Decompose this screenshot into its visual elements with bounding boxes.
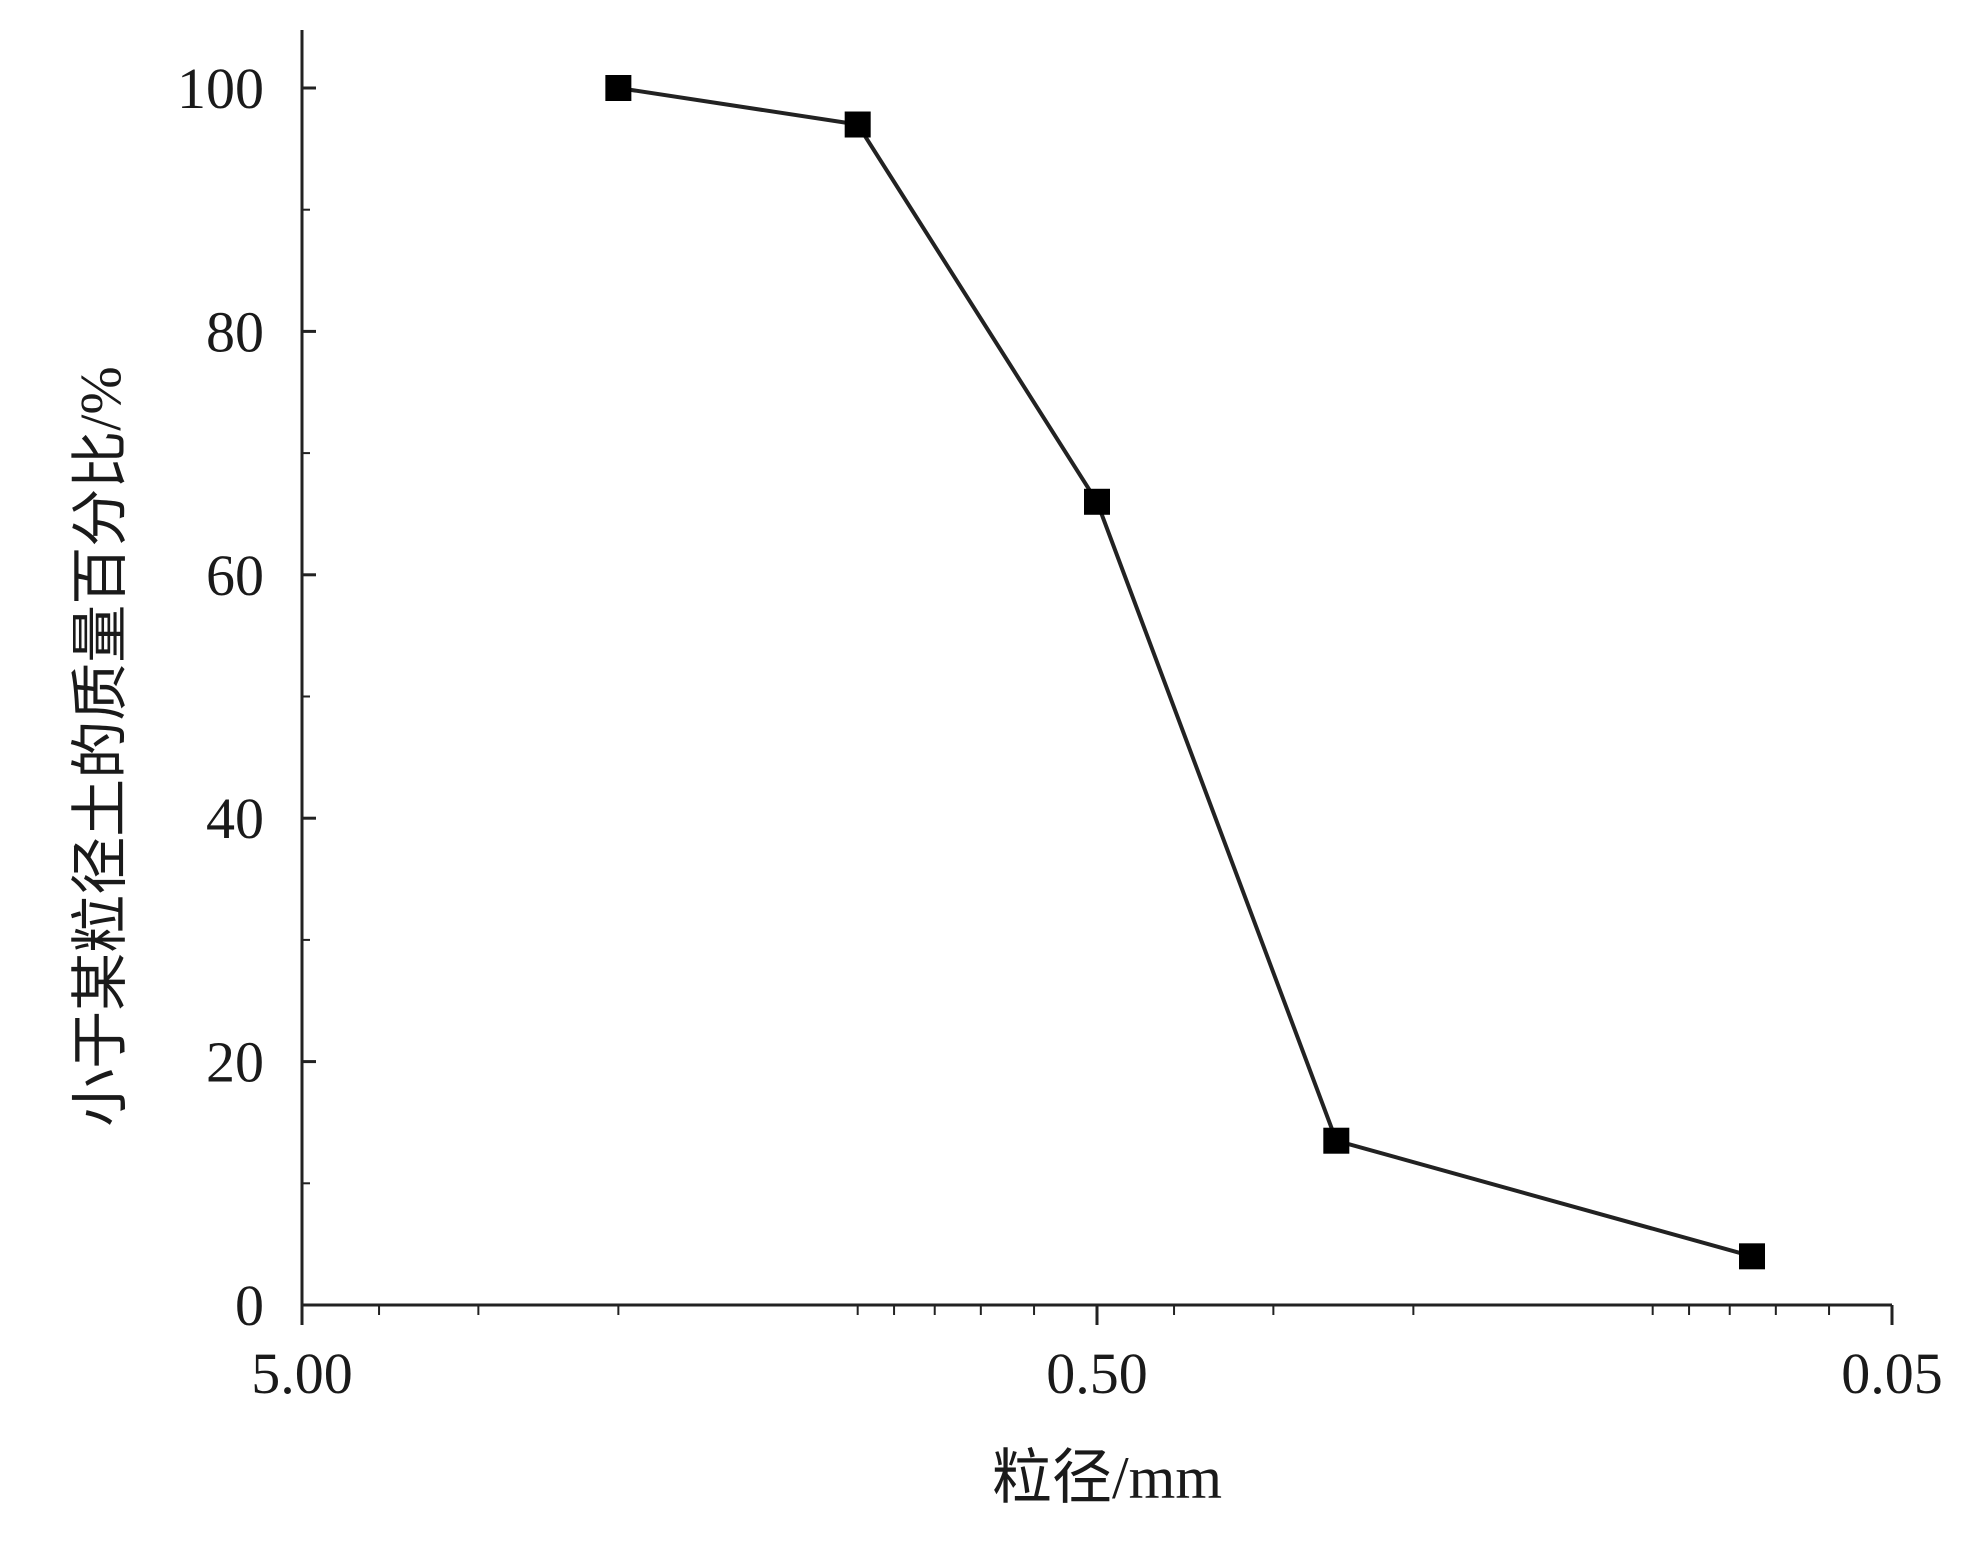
y-tick-label: 20 [206,1030,264,1095]
data-point [1084,488,1110,515]
axes [300,30,1892,1307]
y-tick-label: 60 [206,543,264,608]
data-point [844,111,871,138]
x-tick-label: 5.00 [251,1341,353,1406]
series-line [618,86,1753,1259]
data-point [1739,1243,1766,1270]
y-tick-label: 0 [235,1273,264,1338]
ticks: 0 20 40 60 80 100 5.00 0.50 0.05 [177,56,1943,1406]
x-axis-title: 粒径/mm [992,1445,1222,1511]
data-point [605,75,632,101]
y-axis-title: 小于某粒径土的质量百分比/% [68,366,133,1126]
series [605,75,1766,1270]
y-tick-label: 80 [206,299,264,364]
data-point [1323,1127,1350,1154]
y-tick-label: 100 [177,56,264,121]
x-tick-label: 0.50 [1046,1341,1148,1406]
x-tick-label: 0.05 [1841,1341,1943,1406]
y-tick-label: 40 [206,786,264,851]
